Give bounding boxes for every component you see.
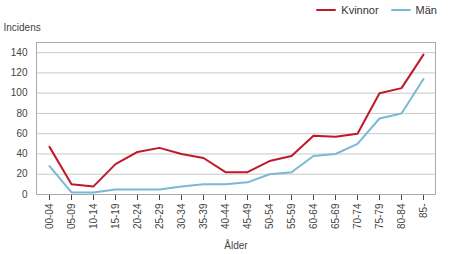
svg-text:45-49: 45-49 [242, 203, 253, 229]
svg-text:50-54: 50-54 [264, 203, 275, 229]
svg-text:60: 60 [16, 128, 28, 139]
svg-text:20-24: 20-24 [132, 203, 143, 229]
svg-text:60-64: 60-64 [308, 203, 319, 229]
svg-text:65-69: 65-69 [330, 203, 341, 229]
svg-text:40-44: 40-44 [220, 203, 231, 229]
svg-text:140: 140 [11, 47, 28, 58]
svg-text:35-39: 35-39 [198, 203, 209, 229]
svg-text:80-84: 80-84 [396, 203, 407, 229]
svg-text:05-09: 05-09 [66, 203, 77, 229]
svg-text:75-79: 75-79 [374, 203, 385, 229]
svg-text:40: 40 [16, 148, 28, 159]
svg-text:55-59: 55-59 [286, 203, 297, 229]
html-text:Män: Män [415, 4, 437, 16]
svg-text:Ålder: Ålder [224, 239, 248, 251]
svg-text:Incidens: Incidens [4, 22, 41, 33]
svg-text:80: 80 [16, 108, 28, 119]
svg-text:70-74: 70-74 [352, 203, 363, 229]
svg-text:100: 100 [11, 87, 28, 98]
svg-text:15-19: 15-19 [110, 203, 121, 229]
svg-text:00-04: 00-04 [44, 203, 55, 229]
svg-text:10-14: 10-14 [88, 203, 99, 229]
svg-text:30-34: 30-34 [176, 203, 187, 229]
svg-text:20: 20 [16, 168, 28, 179]
svg-text:25-29: 25-29 [154, 203, 165, 229]
html-text:Kvinnor: Kvinnor [341, 4, 379, 16]
svg-text:85-: 85- [418, 204, 429, 218]
svg-text:0: 0 [22, 189, 28, 200]
svg-text:120: 120 [11, 67, 28, 78]
